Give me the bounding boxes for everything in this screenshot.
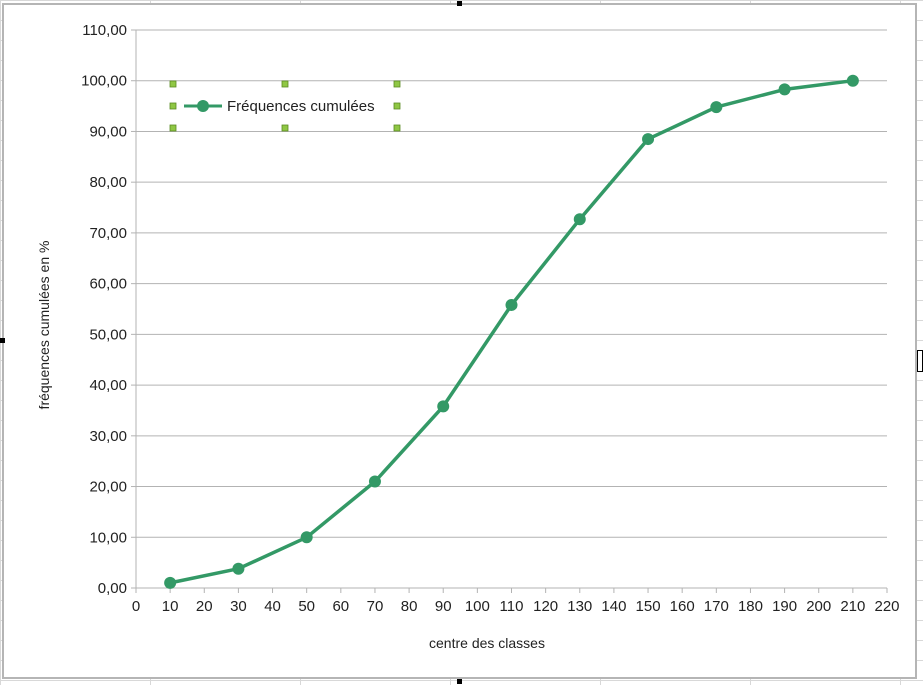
x-tick-label: 130 [567, 598, 592, 615]
x-tick-label: 80 [401, 598, 418, 615]
axes [131, 29, 888, 593]
chart-frame-handle-top[interactable] [457, 1, 462, 6]
x-tick-label: 40 [264, 598, 281, 615]
x-tick-label: 140 [601, 598, 626, 615]
y-tick-label: 60,00 [89, 276, 127, 293]
chart-object[interactable]: 0,00 10,00 20,00 30,00 40,00 50,00 60,00 70,00 8… [2, 3, 917, 679]
y-tick-label: 20,00 [89, 479, 127, 496]
x-tick-label: 110 [500, 598, 524, 615]
chart-svg: 0,00 10,00 20,00 30,00 40,00 50,00 60,00 70,00 8… [36, 22, 900, 651]
data-point [232, 562, 245, 575]
x-tick-label: 30 [230, 598, 247, 615]
data-point [437, 400, 450, 413]
y-tick-labels: 0,00 10,00 20,00 30,00 40,00 50,00 60,00 70,00 8… [81, 22, 127, 597]
legend-series-label: Fréquences cumulées [227, 98, 375, 115]
series-layer [164, 74, 859, 589]
legend-selection-handle[interactable] [169, 80, 177, 88]
y-axis-label: fréquences cumulées en % [36, 241, 52, 410]
x-tick-labels: 0 10 20 30 40 50 60 70 80 90 100 110 120 130 140 150 160… [132, 598, 900, 615]
gridlines [136, 29, 887, 589]
y-tick-label: 70,00 [89, 225, 127, 242]
y-tick-label: 40,00 [89, 377, 127, 394]
data-point [710, 101, 723, 114]
y-tick-label: 100,00 [81, 73, 127, 90]
chart-frame-handle-left[interactable] [0, 338, 5, 343]
x-tick-label: 160 [670, 598, 695, 615]
x-tick-label: 150 [636, 598, 661, 615]
legend-selection-handle[interactable] [393, 102, 401, 110]
data-point [642, 133, 655, 146]
legend-selection-handle[interactable] [169, 124, 177, 132]
x-axis-label: centre des classes [429, 635, 545, 651]
legend-selection-handle[interactable] [281, 80, 289, 88]
x-tick-label: 100 [465, 598, 490, 615]
data-point [573, 213, 586, 226]
x-tick-label: 0 [132, 598, 140, 615]
x-tick-label: 50 [298, 598, 315, 615]
y-tick-label: 80,00 [89, 174, 127, 191]
data-point [778, 83, 791, 96]
y-tick-label: 30,00 [89, 428, 127, 445]
x-tick-label: 90 [435, 598, 452, 615]
x-tick-label: 220 [874, 598, 899, 615]
x-tick-label: 180 [738, 598, 763, 615]
data-point [300, 531, 313, 544]
y-tick-label: 50,00 [89, 326, 127, 343]
x-tick-label: 190 [772, 598, 797, 615]
legend-selection-handles[interactable] [169, 80, 401, 132]
x-tick-label: 20 [196, 598, 213, 615]
data-point [846, 74, 859, 87]
x-tick-label: 60 [332, 598, 349, 615]
legend-selection-handle[interactable] [281, 124, 289, 132]
legend-selection-handle[interactable] [393, 124, 401, 132]
x-tick-label: 170 [704, 598, 729, 615]
x-tick-label: 10 [162, 598, 179, 615]
chart-frame-handle-bottom[interactable] [457, 679, 462, 684]
legend-selection-handle[interactable] [393, 80, 401, 88]
x-tick-label: 70 [367, 598, 384, 615]
data-point [368, 475, 381, 488]
x-tick-label: 210 [840, 598, 865, 615]
data-point [505, 298, 518, 311]
y-tick-label: 10,00 [89, 529, 127, 546]
legend-selection-handle[interactable] [169, 102, 177, 110]
data-point [164, 576, 177, 589]
x-tick-label: 120 [533, 598, 558, 615]
legend-series-marker [197, 100, 209, 112]
chart-frame-handle-right[interactable] [917, 350, 923, 372]
legend[interactable]: Fréquences cumulées [169, 80, 401, 132]
y-tick-label: 110,00 [82, 22, 127, 39]
y-tick-label: 90,00 [89, 123, 127, 140]
y-tick-label: 0,00 [98, 580, 127, 597]
series-line [168, 78, 855, 585]
x-tick-label: 200 [806, 598, 831, 615]
